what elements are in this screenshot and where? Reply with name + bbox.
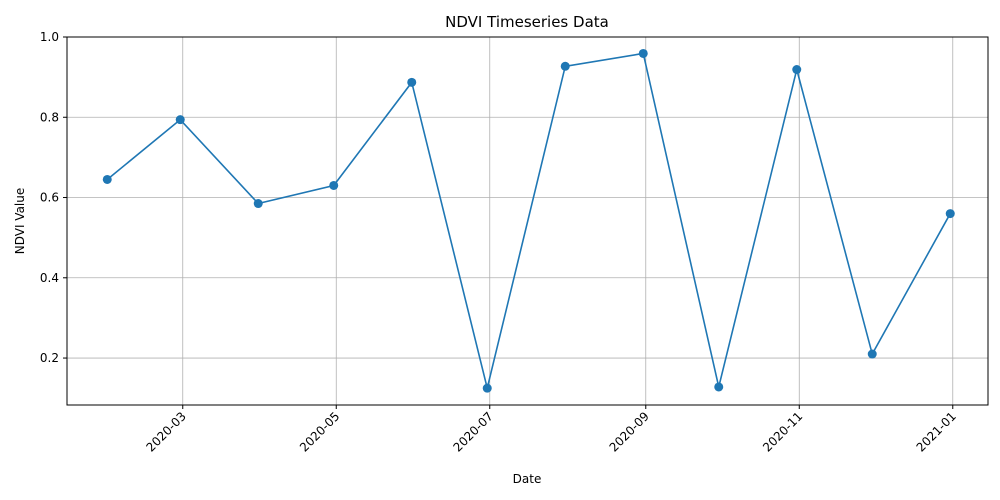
x-tick-label: 2020-11 — [760, 409, 805, 454]
data-point — [329, 180, 339, 190]
x-tick-label: 2020-09 — [607, 409, 652, 454]
data-point — [407, 77, 417, 87]
y-tick-label: 1.0 — [40, 30, 59, 44]
plot-frame — [66, 36, 989, 406]
y-tick-label: 0.6 — [40, 191, 59, 205]
data-point — [714, 382, 724, 392]
x-tick-label: 2020-05 — [297, 409, 342, 454]
x-axis-ticks: 2020-03 2020-05 2020-07 2020-09 2020-11 2021-… — [144, 405, 959, 455]
x-tick-label: 2020-03 — [144, 409, 189, 454]
data-point — [253, 199, 263, 209]
y-tick-label: 0.2 — [40, 351, 59, 365]
data-point — [102, 174, 112, 184]
y-axis-label: NDVI Value — [13, 188, 27, 255]
y-axis-ticks: 0.2 0.4 0.6 0.8 1.0 — [40, 30, 67, 365]
y-tick-label: 0.4 — [40, 271, 59, 285]
x-tick-label: 2020-07 — [451, 409, 496, 454]
series-line — [106, 52, 951, 389]
x-axis-label: Date — [513, 472, 542, 486]
data-point — [175, 115, 185, 125]
data-point — [482, 383, 492, 393]
data-point — [560, 61, 570, 71]
chart-title: NDVI Timeseries Data — [445, 13, 609, 31]
data-point — [945, 209, 955, 219]
y-tick-label: 0.8 — [40, 110, 59, 124]
data-point — [867, 349, 877, 359]
data-point — [792, 65, 802, 75]
x-tick-label: 2021-01 — [914, 409, 959, 454]
series-ndvi — [102, 48, 955, 393]
data-point — [638, 48, 648, 58]
